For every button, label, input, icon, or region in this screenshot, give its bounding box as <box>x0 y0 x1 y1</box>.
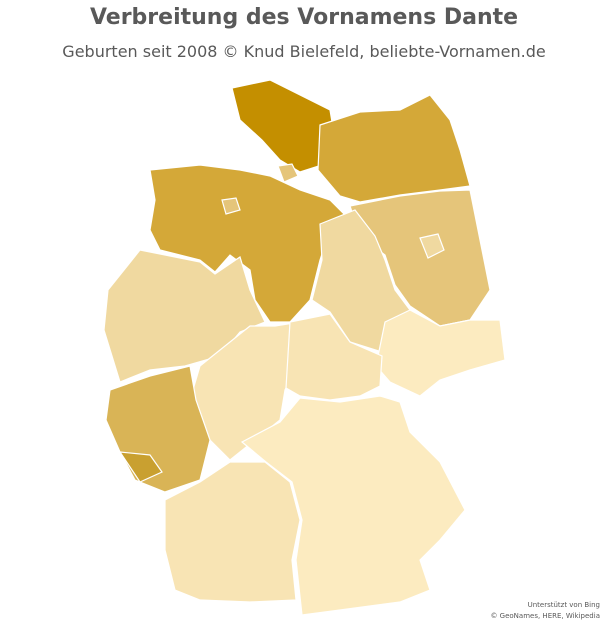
saarland <box>118 451 163 483</box>
thueringen <box>285 313 383 401</box>
subtitle: Geburten seit 2008 © Knud Bielefeld, bel… <box>62 42 545 61</box>
sachsen <box>375 309 506 397</box>
hamburg <box>277 163 299 183</box>
bremen <box>221 197 241 215</box>
berlin <box>419 233 445 259</box>
attribution: © GeoNames, HERE, Wikipedia <box>490 612 600 620</box>
title: Verbreitung des Vornamens Dante <box>90 5 518 30</box>
states <box>103 79 506 616</box>
baden-wuerttemberg <box>164 461 301 603</box>
bayern <box>240 395 466 616</box>
mecklenburg-vorpommern <box>317 94 471 203</box>
attribution: Unterstützt von Bing <box>528 601 600 609</box>
schleswig-holstein <box>231 79 336 173</box>
